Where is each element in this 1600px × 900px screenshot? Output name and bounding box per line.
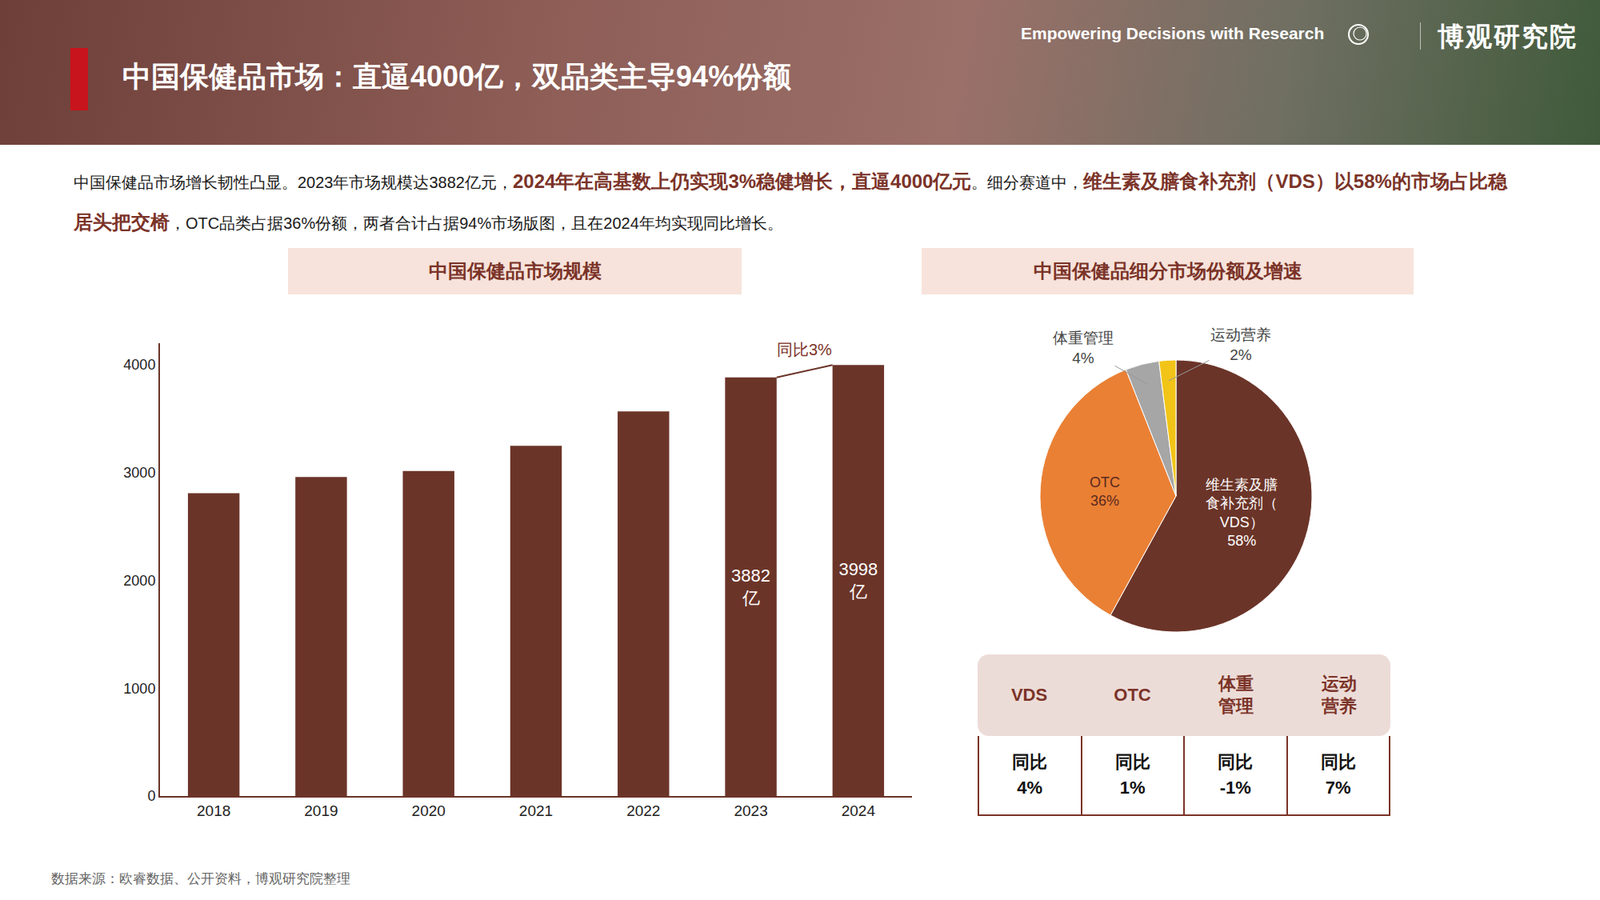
svg-text:2020: 2020 [412, 802, 446, 820]
svg-text:2019: 2019 [304, 802, 338, 820]
svg-text:4000: 4000 [123, 356, 156, 373]
html-text:中国保健品市场增长韧性凸显。2023年市场规模达3882亿元: 中国保健品市场增长韧性凸显。2023年市场规模达3882亿元，2024年在高基数… [73, 170, 1508, 233]
svg-text:3998亿: 3998亿 [838, 559, 878, 603]
html-text:中国保健品细分市场份额及增速: 中国保健品细分市场份额及增速 [1033, 260, 1302, 282]
svg-text:OTC36%: OTC36% [1089, 474, 1120, 509]
html-text:同比: 同比 [1217, 752, 1254, 772]
html-text:中国保健品市场规模: 中国保健品市场规模 [428, 260, 602, 282]
svg-text:2023: 2023 [733, 802, 768, 820]
svg-text:2024: 2024 [841, 802, 876, 820]
html-text:中国保健品市场：直逼4000亿，双品类主导94%份额: 中国保健品市场：直逼4000亿，双品类主导94%份额 [122, 60, 792, 93]
html-text:同比: 同比 [1320, 752, 1356, 772]
html-text:博观研究院: 博观研究院 [1437, 21, 1578, 52]
html-text:1%: 1% [1119, 777, 1146, 798]
html-text:营养: 营养 [1321, 696, 1357, 716]
svg-text:2018: 2018 [196, 802, 231, 820]
svg-text:同比3%: 同比3% [776, 340, 832, 359]
html-text:同比: 同比 [1012, 752, 1048, 772]
svg-text:3000: 3000 [123, 464, 156, 481]
svg-text:体重管理4%: 体重管理4% [1052, 329, 1114, 367]
html-text:数据来源：欧睿数据、公开资料，博观研究院整理: 数据来源：欧睿数据、公开资料，博观研究院整理 [51, 871, 351, 887]
svg-text:3882亿: 3882亿 [731, 565, 771, 609]
html-text:运动: 运动 [1321, 673, 1357, 694]
html-text:4%: 4% [1017, 777, 1043, 798]
html-text:管理: 管理 [1218, 696, 1254, 716]
html-text:Empowering Decisions with Rese: Empowering Decisions with Research [1020, 24, 1325, 43]
svg-text:维生素及膳食补充剂（VDS）58%: 维生素及膳食补充剂（VDS）58% [1205, 476, 1278, 549]
html-text:同比: 同比 [1115, 752, 1151, 772]
svg-text:运动营养2%: 运动营养2% [1210, 326, 1272, 364]
html-text:OTC: OTC [1113, 684, 1151, 705]
svg-text:2022: 2022 [626, 802, 660, 820]
svg-text:0: 0 [147, 788, 156, 804]
svg-text:2000: 2000 [123, 572, 156, 589]
svg-text:1000: 1000 [123, 680, 156, 697]
html-text:7%: 7% [1325, 777, 1351, 798]
svg-text:2021: 2021 [519, 802, 553, 820]
html-text:-1%: -1% [1219, 777, 1252, 798]
html-text:体重: 体重 [1218, 673, 1254, 694]
html-text:VDS: VDS [1011, 684, 1048, 705]
